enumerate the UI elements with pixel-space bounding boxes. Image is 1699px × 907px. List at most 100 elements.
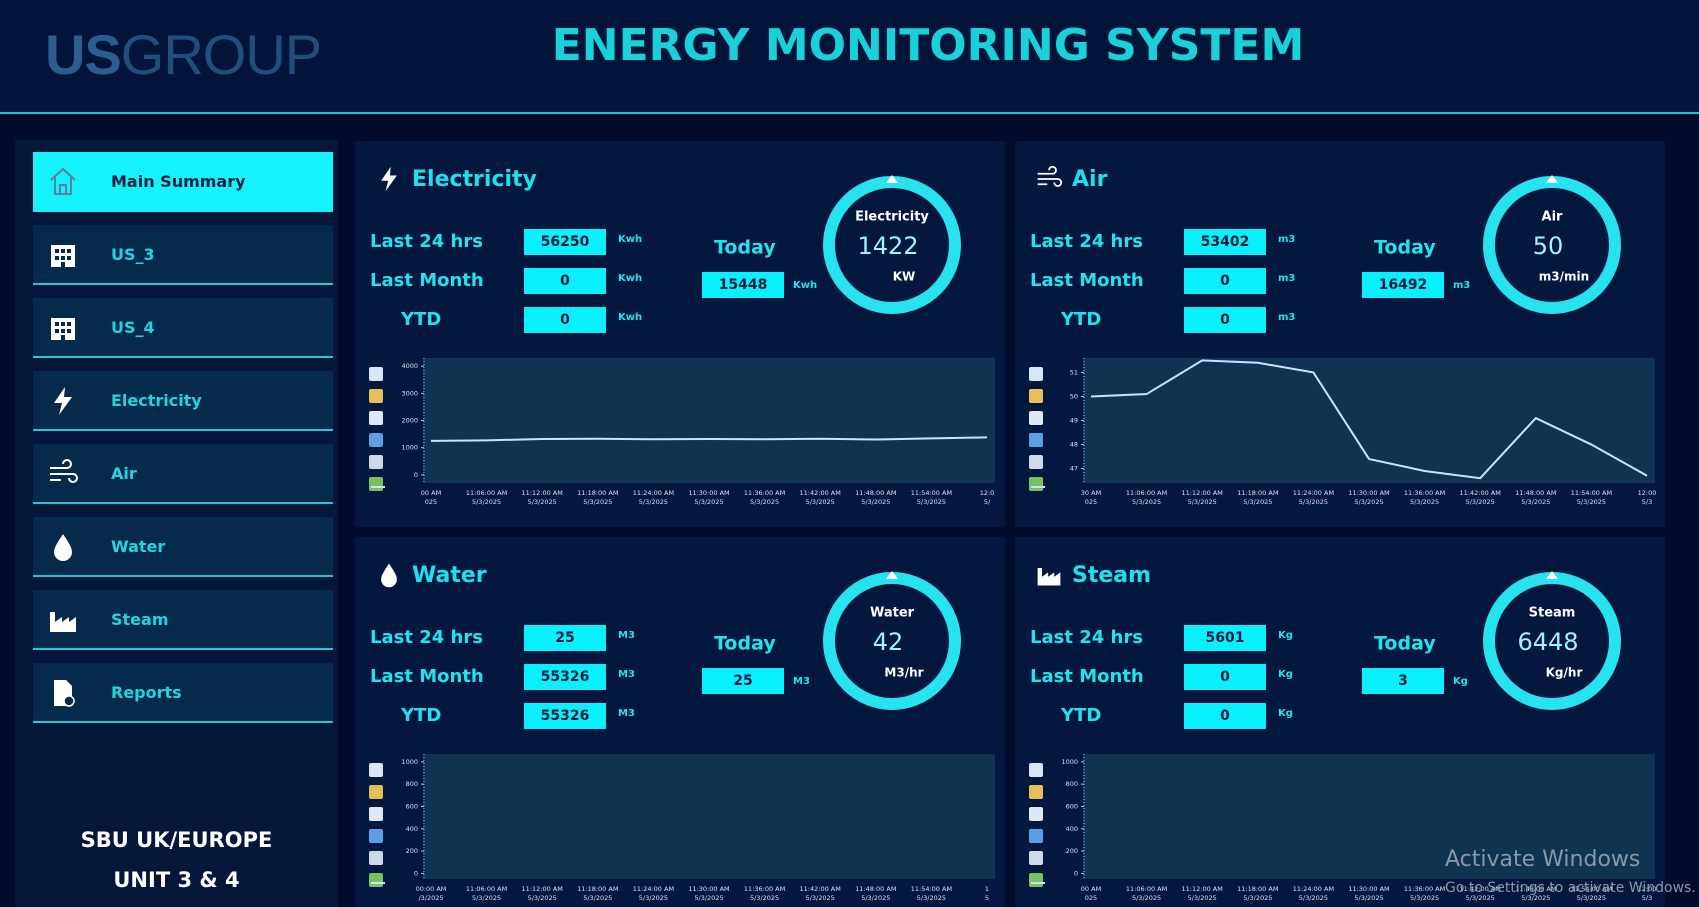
panel-icon: [381, 166, 397, 192]
x-tick-time: 11:06:00 AM: [1126, 489, 1167, 497]
row-label: Last 24 hrs: [1030, 627, 1143, 648]
nav-item[interactable]: US_3: [33, 225, 333, 285]
x-tick-date: 5/3/2025: [472, 894, 501, 902]
x-tick-date: 5/3/2025: [806, 894, 835, 902]
x-tick-date: 5/3/2025: [1521, 498, 1550, 506]
row-unit: m3: [1278, 234, 1295, 245]
x-tick-date: 025: [425, 498, 437, 506]
panel-canvas: Steam Last 24 hrs 5601 Kg Last Month 0 Kg YTD 0 K…: [1029, 563, 1657, 902]
toolbar-icon: [1029, 433, 1043, 447]
x-tick-time: 11:24:00 AM: [1293, 885, 1334, 893]
x-tick-date: 5/3/2025: [528, 894, 557, 902]
panel-canvas: Air Last 24 hrs 53402 m3 Last Month 0 m3 YTD 0 m3…: [1029, 165, 1657, 506]
toolbar-icon: [369, 763, 383, 777]
row-label: YTD: [400, 705, 441, 726]
x-tick-time: 11:30:00 AM: [1348, 489, 1389, 497]
x-tick-time: 11:12:00 AM: [1182, 489, 1223, 497]
x-tick-time: 11:30:00 AM: [688, 489, 729, 497]
toolbar-icon: [369, 829, 383, 843]
y-tick-label: 50: [1070, 392, 1078, 400]
row-label: Last 24 hrs: [370, 627, 483, 648]
nav-item[interactable]: Water: [33, 517, 333, 577]
x-tick-time: 11:12:00 AM: [522, 489, 563, 497]
nav-item[interactable]: Electricity: [33, 371, 333, 431]
value-box: [1184, 307, 1266, 333]
x-tick-time: 11:24:00 AM: [1293, 489, 1334, 497]
value-box: [1184, 625, 1266, 651]
nav-item[interactable]: US_4: [33, 298, 333, 358]
row-unit: Kwh: [618, 234, 642, 245]
nav-icon: [51, 245, 75, 267]
toolbar-icon: [369, 851, 383, 865]
x-tick-date: 5/3/2025: [472, 498, 501, 506]
sidebar-footer: UNIT 3 & 4: [113, 868, 240, 892]
today-box: [1362, 272, 1444, 298]
x-tick-date: 5/3/2025: [694, 498, 723, 506]
x-tick-time: 11:30:00 AM: [688, 885, 729, 893]
nav-icon: [54, 387, 72, 415]
toolbar-icon: [1029, 763, 1043, 777]
nav-item[interactable]: Steam: [33, 590, 333, 650]
toolbar-icon: [1029, 829, 1043, 843]
row-unit: M3: [618, 669, 635, 680]
sidebar: Main Summary US_3 US_4 Electricity Air Water S…: [15, 140, 338, 907]
x-tick-date: 5/3/2025: [1299, 498, 1328, 506]
nav-label: Reports: [111, 683, 182, 702]
value-box: [1184, 664, 1266, 690]
y-tick-label: 4000: [401, 362, 418, 370]
nav-icon: [54, 680, 75, 707]
x-tick-date: 5/3/2025: [639, 894, 668, 902]
y-tick-label: 0: [414, 471, 418, 479]
x-tick-time: 11:54:00 AM: [1571, 885, 1612, 893]
header: USGROUP ENERGY MONITORING SYSTEM: [0, 0, 1699, 114]
gauge-name: Steam: [1529, 606, 1576, 621]
x-tick-date: 5/3/2025: [917, 498, 946, 506]
panel: Water Last 24 hrs 25 M3 Last Month 55326 M3 YTD…: [355, 537, 1005, 907]
row-value: 56250: [541, 234, 590, 250]
row-label: YTD: [1060, 309, 1101, 330]
row-unit: m3: [1278, 273, 1295, 284]
y-tick-label: 47: [1070, 465, 1078, 473]
y-tick-label: 48: [1070, 441, 1078, 449]
x-tick-date: 5/3/2025: [750, 498, 779, 506]
row-unit: Kg: [1278, 708, 1293, 719]
gauge-value: 6448: [1517, 628, 1578, 656]
value-box: [524, 664, 606, 690]
row-value: 0: [1220, 708, 1230, 724]
today-label: Today: [1374, 237, 1436, 259]
x-tick-time: 11:06:00 AM: [466, 489, 507, 497]
nav-label: Main Summary: [111, 172, 246, 191]
x-tick-time: 12:00: [1638, 489, 1657, 497]
y-tick-label: 200: [406, 847, 418, 855]
row-unit: Kg: [1278, 669, 1293, 680]
x-tick-time: 12:00: [1638, 885, 1657, 893]
panel-canvas: Water Last 24 hrs 25 M3 Last Month 55326 M3 YTD…: [369, 563, 995, 902]
row-value: 0: [560, 273, 570, 289]
x-tick-time: 11:48:00 AM: [1515, 489, 1556, 497]
x-tick-time: 11:48:00 AM: [1515, 885, 1556, 893]
x-tick-time: 11:48:00 AM: [855, 489, 896, 497]
nav-icon: [51, 318, 75, 340]
row-label: Last Month: [1030, 270, 1144, 291]
toolbar-icon: [369, 367, 383, 381]
x-tick-date: 5/3/2025: [528, 498, 557, 506]
today-label: Today: [714, 237, 776, 259]
nav-item[interactable]: Main Summary: [33, 152, 333, 212]
chart-area: [1083, 358, 1655, 483]
x-tick-date: 5/3/2025: [1466, 894, 1495, 902]
toolbar-icon: [369, 433, 383, 447]
toolbar-icon: [1029, 411, 1043, 425]
x-tick-time: 11:54:00 AM: [1571, 489, 1612, 497]
x-tick-time: 11:24:00 AM: [633, 885, 674, 893]
nav-item[interactable]: Air: [33, 444, 333, 504]
row-value: 0: [560, 312, 570, 328]
today-label: Today: [1374, 633, 1436, 655]
x-tick-date: 5/3/2025: [917, 894, 946, 902]
x-tick-date: 5/3: [1642, 894, 1652, 902]
gauge-value: 1422: [857, 232, 918, 260]
today-unit: m3: [1453, 280, 1470, 291]
x-tick-time: 11:42:00 AM: [800, 489, 841, 497]
x-tick-time: 00:00 AM: [416, 885, 447, 893]
row-unit: Kg: [1278, 630, 1293, 641]
nav-item[interactable]: Reports: [33, 663, 333, 723]
